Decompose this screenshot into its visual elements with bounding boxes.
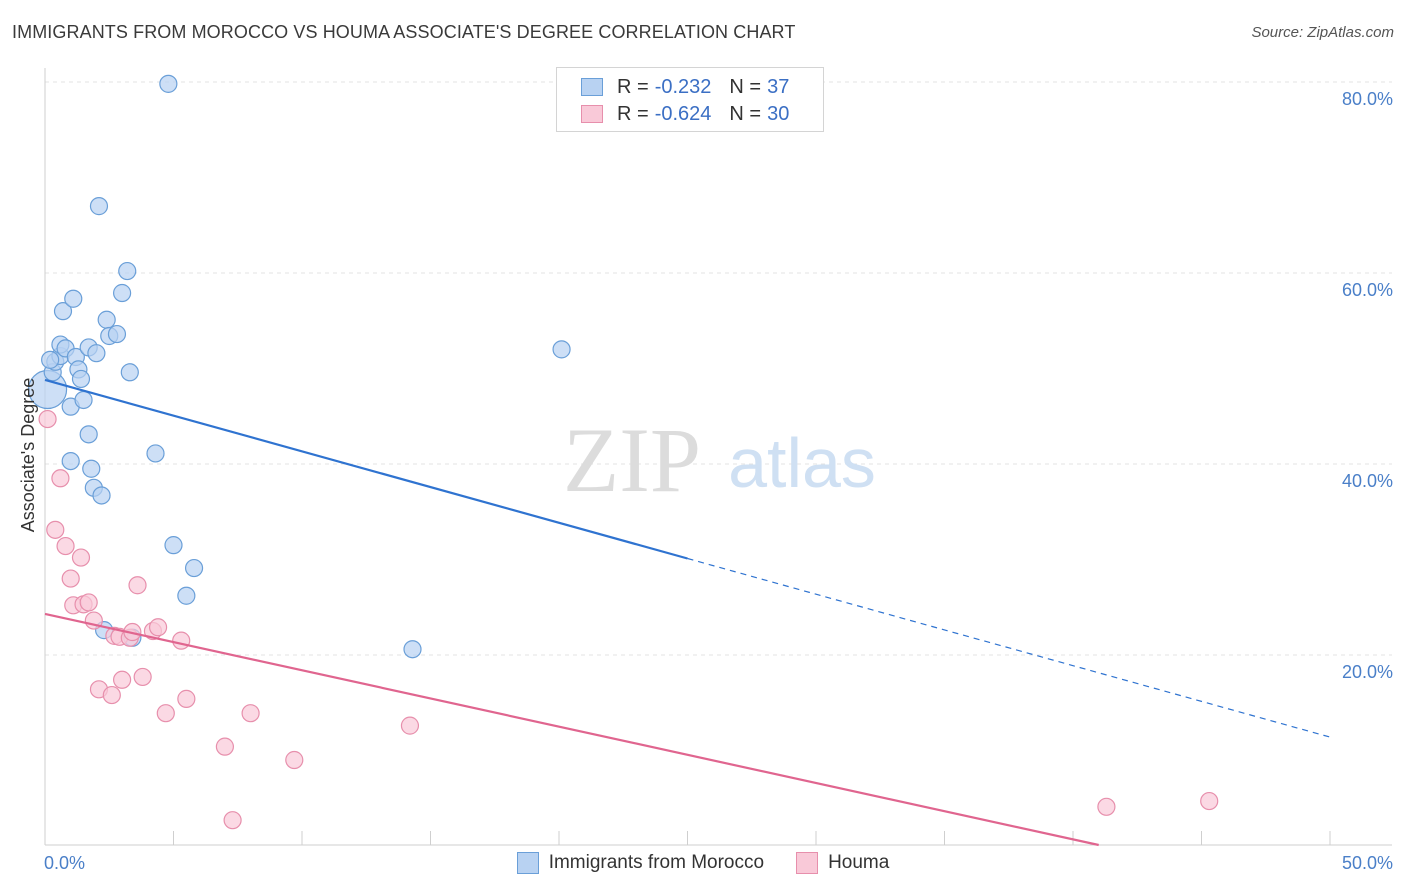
houma-point — [112, 670, 132, 689]
morocco-point — [92, 486, 111, 505]
x-tick-label: 0.0% — [44, 853, 85, 873]
tick-labels: 20.0% 40.0% 60.0% 80.0% 0.0% 50.0% — [44, 89, 1393, 873]
morocco-point — [82, 459, 101, 478]
morocco-point — [97, 310, 116, 329]
bottom-legend-item-houma[interactable]: Houma — [796, 852, 889, 874]
houma-point — [51, 469, 70, 488]
houma-point — [1097, 797, 1116, 816]
y-tick-label: 20.0% — [1342, 662, 1393, 682]
y-tick-label: 80.0% — [1342, 89, 1393, 109]
legend-swatch-blue — [581, 78, 603, 96]
houma-point — [215, 737, 234, 756]
legend-r-blue: -0.232 — [654, 75, 712, 98]
houma-point — [71, 548, 91, 567]
houma-point — [156, 704, 175, 723]
bottom-legend-label-houma: Houma — [828, 852, 890, 873]
watermark-zip: ZIP — [563, 409, 701, 511]
bottom-legend-item-morocco[interactable]: Immigrants from Morocco — [516, 852, 765, 874]
houma-point — [223, 811, 242, 830]
legend-n-blue: 37 — [767, 75, 790, 98]
houma-point — [285, 750, 304, 770]
houma-point — [102, 685, 121, 705]
bottom-legend-swatch-blue — [516, 852, 539, 874]
morocco-point — [107, 324, 127, 344]
points — [27, 74, 1219, 830]
source-label: Source: ZipAtlas.com — [1251, 24, 1394, 41]
legend-r-pink: -0.624 — [654, 102, 712, 125]
morocco-point — [61, 451, 80, 471]
morocco-point — [184, 558, 204, 578]
legend-n-label: N = — [729, 75, 762, 98]
houma-point — [133, 667, 152, 687]
morocco-point — [71, 369, 91, 389]
houma-point — [148, 618, 168, 637]
morocco-point — [146, 444, 165, 463]
y-axis-label: Associate's Degree — [18, 378, 38, 533]
houma-point — [61, 569, 80, 588]
houma-point — [172, 631, 191, 650]
houma-point — [1200, 791, 1219, 811]
morocco-point — [164, 536, 183, 555]
legend-r-label: R = — [617, 75, 649, 98]
legend-swatch-pink — [581, 105, 603, 123]
morocco-point — [79, 425, 98, 444]
morocco-trend-extension — [687, 557, 1331, 738]
legend-n-label: N = — [729, 102, 762, 125]
morocco-point — [64, 289, 83, 308]
houma-point — [241, 704, 260, 723]
bottom-legend-label-morocco: Immigrants from Morocco — [548, 852, 765, 873]
bottom-legend-swatch-pink — [796, 852, 819, 874]
morocco-point — [177, 586, 196, 605]
axes — [44, 68, 1392, 846]
houma-point — [177, 689, 196, 708]
morocco-point — [112, 283, 132, 303]
legend-r-label: R = — [617, 102, 649, 125]
morocco-point — [87, 344, 106, 363]
x-tick-label: 50.0% — [1342, 853, 1393, 873]
legend-row-pink: R = -0.624 N = 30 — [581, 101, 789, 127]
houma-point — [56, 536, 75, 556]
houma-point — [38, 409, 57, 429]
morocco-point — [552, 340, 571, 359]
houma-trend-line — [44, 612, 1099, 847]
morocco-point — [53, 302, 73, 321]
watermark-atlas: atlas — [728, 424, 876, 502]
houma-point — [128, 576, 147, 595]
morocco-trend-line — [44, 378, 688, 560]
morocco-point — [403, 640, 422, 659]
morocco-point — [41, 350, 60, 369]
morocco-point — [89, 197, 109, 216]
legend-row-blue: R = -0.232 N = 37 — [581, 74, 789, 100]
chart-title: IMMIGRANTS FROM MOROCCO VS HOUMA ASSOCIA… — [12, 22, 796, 42]
houma-point — [400, 716, 420, 735]
y-tick-label: 60.0% — [1342, 280, 1393, 300]
watermark: ZIP atlas — [563, 409, 876, 511]
bottom-legend: Immigrants from Morocco Houma — [0, 852, 1406, 874]
gridlines — [45, 81, 1392, 656]
y-tick-label: 40.0% — [1342, 471, 1393, 491]
houma-point — [46, 520, 65, 539]
morocco-point — [118, 261, 137, 281]
houma-point — [79, 593, 98, 612]
legend-n-pink: 30 — [767, 102, 790, 125]
trend-lines — [44, 378, 1331, 847]
morocco-point — [74, 390, 93, 410]
morocco-point — [120, 363, 139, 382]
legend: R = -0.232 N = 37 R = -0.624 N = 30 — [556, 67, 824, 132]
morocco-point — [159, 74, 178, 93]
